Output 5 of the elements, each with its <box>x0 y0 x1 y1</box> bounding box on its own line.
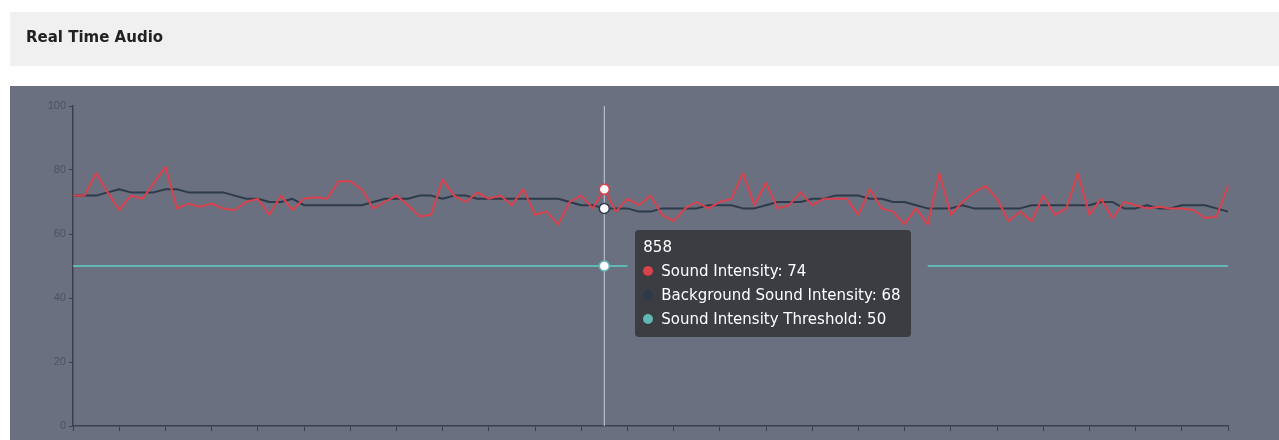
text: Background Sound Intensity: 68 <box>661 286 901 304</box>
text: Sound Intensity: 74 <box>661 262 807 280</box>
text: Sound Intensity Threshold: 50 <box>661 310 887 328</box>
annotation: 858 <box>643 237 673 258</box>
chart-title: Real Time Audio <box>26 28 164 46</box>
